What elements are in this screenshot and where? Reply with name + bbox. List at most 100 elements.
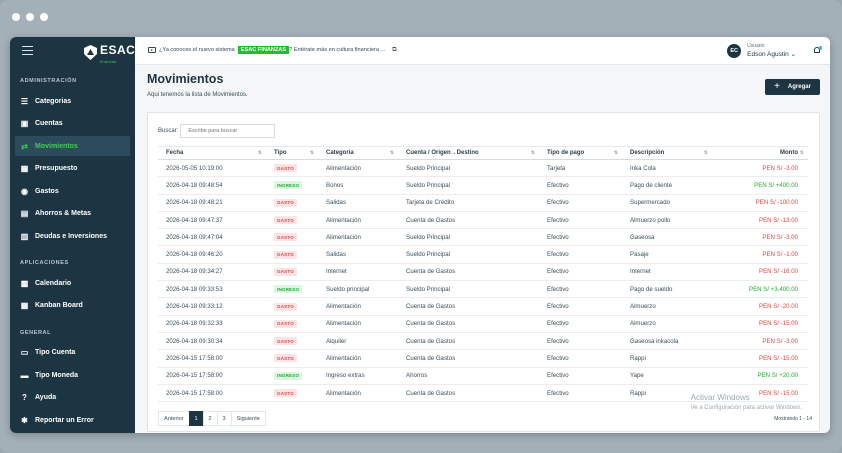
sidebar-item-movimientos[interactable]: ⇄ Movimientos xyxy=(15,136,130,156)
sidebar-item-calendario[interactable]: ▩ Calendario xyxy=(15,273,130,293)
user-name: Edson Agustin ⌄ xyxy=(747,51,796,58)
column-header-label: Tipo de pago xyxy=(547,150,585,156)
cell-categoria: Sueldo principal xyxy=(318,280,398,299)
window-dot-icon[interactable] xyxy=(26,13,34,21)
table-row[interactable]: 2026-04-18 09:33:12 GASTO Alimentación Cuen… xyxy=(158,297,808,316)
sidebar-item-ayuda[interactable]: ? Ayuda xyxy=(15,388,130,408)
cell-categoria: Alimentación xyxy=(318,228,398,247)
sort-icon[interactable]: ⇅ xyxy=(799,150,804,156)
sidebar-item-categorias[interactable]: ☰ Categorias xyxy=(15,91,130,111)
sidebar-item-tipo-cuenta[interactable]: ▭ Tipo Cuenta xyxy=(15,343,130,363)
table-row[interactable]: 2026-05-05 10:19:00 GASTO Alimentación Suel… xyxy=(158,159,808,178)
table-row[interactable]: 2026-04-18 09:47:04 GASTO Alimentación Suel… xyxy=(158,228,808,247)
cell-cuenta: Cuenta de Gastos xyxy=(398,332,539,351)
cell-categoria: Alimentación xyxy=(318,349,398,368)
cell-cuenta: Cuenta de Gastos xyxy=(398,297,539,316)
table-row[interactable]: 2026-04-18 09:47:37 GASTO Alimentación Cuen… xyxy=(158,211,808,230)
table-row[interactable]: 2026-04-18 09:48:21 GASTO Salidas Tarjeta d… xyxy=(158,194,808,212)
sidebar-item-gastos[interactable]: ◉ Gastos xyxy=(15,181,130,201)
cell-tipo: GASTO xyxy=(266,211,318,230)
bell-icon[interactable] xyxy=(813,46,822,55)
table-row[interactable]: 2026-04-18 09:32:33 GASTO Alimentación Cuen… xyxy=(158,315,808,333)
sort-icon[interactable]: ⇅ xyxy=(309,150,314,156)
column-header-2[interactable]: Categoría ⇅ xyxy=(318,146,398,160)
sort-icon[interactable]: ⇅ xyxy=(530,150,535,156)
column-header-4[interactable]: Tipo de pago ⇅ xyxy=(539,146,622,160)
sidebar-item-label: Categorias xyxy=(35,97,72,105)
table-row[interactable]: 2026-04-15 17:58:00 INGRESO Ingreso extras… xyxy=(158,367,808,385)
cell-fecha: 2026-04-18 09:33:12 xyxy=(158,297,266,316)
window-dot-icon[interactable] xyxy=(40,13,48,21)
column-header-1[interactable]: Tipo ⇅ xyxy=(266,146,318,160)
pagination-page[interactable]: 1 xyxy=(188,411,204,426)
cell-tipo: INGRESO xyxy=(266,280,318,299)
table-row[interactable]: 2026-04-18 09:30:34 GASTO Alquiler Cuenta d… xyxy=(158,332,808,351)
cell-fecha: 2026-04-15 17:58:00 xyxy=(158,384,266,403)
id-card-icon: ▭ xyxy=(20,348,29,357)
logo[interactable]: ESAC finanzas xyxy=(84,41,135,64)
cell-descripcion: Yape xyxy=(622,367,712,385)
sidebar-item-reportar-un-error[interactable]: ✱ Reportar un Error xyxy=(15,410,130,430)
calendar-icon: ▩ xyxy=(20,278,29,288)
cell-pago: Efectivo xyxy=(539,176,622,195)
table-row[interactable]: 2026-04-15 17:58:00 GASTO Alimentación Cuen… xyxy=(158,384,808,403)
sort-icon[interactable]: ⇅ xyxy=(703,150,708,156)
sidebar-item-label: Ahorros & Metas xyxy=(35,210,92,217)
pagination-page[interactable]: 3 xyxy=(216,411,232,426)
column-header-6[interactable]: Monto ⇅ xyxy=(712,146,808,160)
sort-icon[interactable]: ⇅ xyxy=(389,150,394,156)
cell-monto: PEN S/ -15.00 xyxy=(712,315,808,333)
watermark-subtitle: Ve a Configuración para activar Windows. xyxy=(690,405,802,411)
cell-descripcion: Pasaje xyxy=(622,245,712,264)
sort-icon[interactable]: ⇅ xyxy=(257,150,262,156)
cell-cuenta: Sueldo Principal xyxy=(398,159,539,178)
sort-icon[interactable]: ⇅ xyxy=(613,150,618,156)
cell-tipo: GASTO xyxy=(266,159,318,178)
add-button[interactable]: + Agregar xyxy=(765,79,820,95)
hamburger-menu-icon[interactable] xyxy=(22,46,33,55)
cell-monto: PEN S/ -16.00 xyxy=(712,263,808,282)
table-row[interactable]: 2026-04-18 09:48:54 INGRESO Bonos Sueldo Pr… xyxy=(158,176,808,195)
cell-fecha: 2026-04-18 09:30:34 xyxy=(158,332,266,351)
external-link-icon[interactable]: ⧉ xyxy=(392,46,397,53)
cell-monto: PEN S/ -15.00 xyxy=(712,384,808,403)
announcement-text-end: ? Entérate más en cultura financiera ... xyxy=(289,47,386,53)
table-row[interactable]: 2026-04-15 17:58:00 GASTO Alimentación Cuen… xyxy=(158,349,808,368)
cell-categoria: Internet xyxy=(318,263,398,282)
pagination-next[interactable]: Siguiente xyxy=(230,411,266,426)
announcement[interactable]: ¿Ya conoces el nuevo sistema ESAC FINANZ… xyxy=(148,46,397,54)
search-input[interactable] xyxy=(180,124,276,138)
showing-count: Mostrando 1 - 14 xyxy=(774,416,812,422)
column-header-label: Cuenta / Origen→Destino xyxy=(406,150,479,156)
topbar: ¿Ya conoces el nuevo sistema ESAC FINANZ… xyxy=(135,37,830,65)
tv-icon xyxy=(148,47,156,53)
cell-categoria: Alimentación xyxy=(318,384,398,403)
table-row[interactable]: 2026-04-18 09:46:20 GASTO Salidas Sueldo Pr… xyxy=(158,245,808,264)
pagination-prev[interactable]: Anterior xyxy=(158,411,190,426)
briefcase-icon: ▣ xyxy=(20,119,29,128)
table-row[interactable]: 2026-04-18 09:34:27 GASTO Internet Cuenta d… xyxy=(158,263,808,282)
sidebar-item-ahorros-metas[interactable]: ▤ Ahorros & Metas xyxy=(15,204,130,224)
cell-descripcion: Gaseosa xyxy=(622,228,712,247)
column-header-5[interactable]: Descripción ⇅ xyxy=(622,146,712,160)
kanban-icon: ▦ xyxy=(20,301,29,310)
table-row[interactable]: 2026-04-18 09:33:53 INGRESO Sueldo princip… xyxy=(158,280,808,299)
sidebar-item-label: Reportar un Error xyxy=(35,416,94,424)
user-menu[interactable]: EC Usuario Edson Agustin ⌄ xyxy=(727,43,796,58)
coin-icon: ◉ xyxy=(21,186,28,196)
page-subtitle: Aqui tenemos la lista de Movimientos. xyxy=(147,92,248,98)
pagination-page[interactable]: 2 xyxy=(202,411,218,426)
column-header-0[interactable]: Fecha ⇅ xyxy=(158,146,266,160)
column-header-3[interactable]: Cuenta / Origen→Destino ⇅ xyxy=(398,146,539,160)
sidebar-item-kanban-board[interactable]: ▦ Kanban Board xyxy=(15,296,130,316)
sidebar-item-deudas-e-inversiones[interactable]: ▥ Deudas e Inversiones xyxy=(15,226,130,246)
cell-categoria: Alimentación xyxy=(318,211,398,230)
sidebar-item-cuentas[interactable]: ▣ Cuentas xyxy=(15,114,130,134)
cell-descripcion: Gaseosa inkacola xyxy=(622,332,712,351)
sidebar: ESAC finanzas ADMINISTRACIÓN ☰ Categorias ▣… xyxy=(10,37,135,433)
sidebar-item-tipo-moneda[interactable]: ▬ Tipo Moneda xyxy=(15,365,130,385)
sidebar-item-label: Cuentas xyxy=(35,120,63,127)
sidebar-item-presupuesto[interactable]: ▦ Presupuesto xyxy=(15,159,130,179)
window-dot-icon[interactable] xyxy=(12,13,20,21)
